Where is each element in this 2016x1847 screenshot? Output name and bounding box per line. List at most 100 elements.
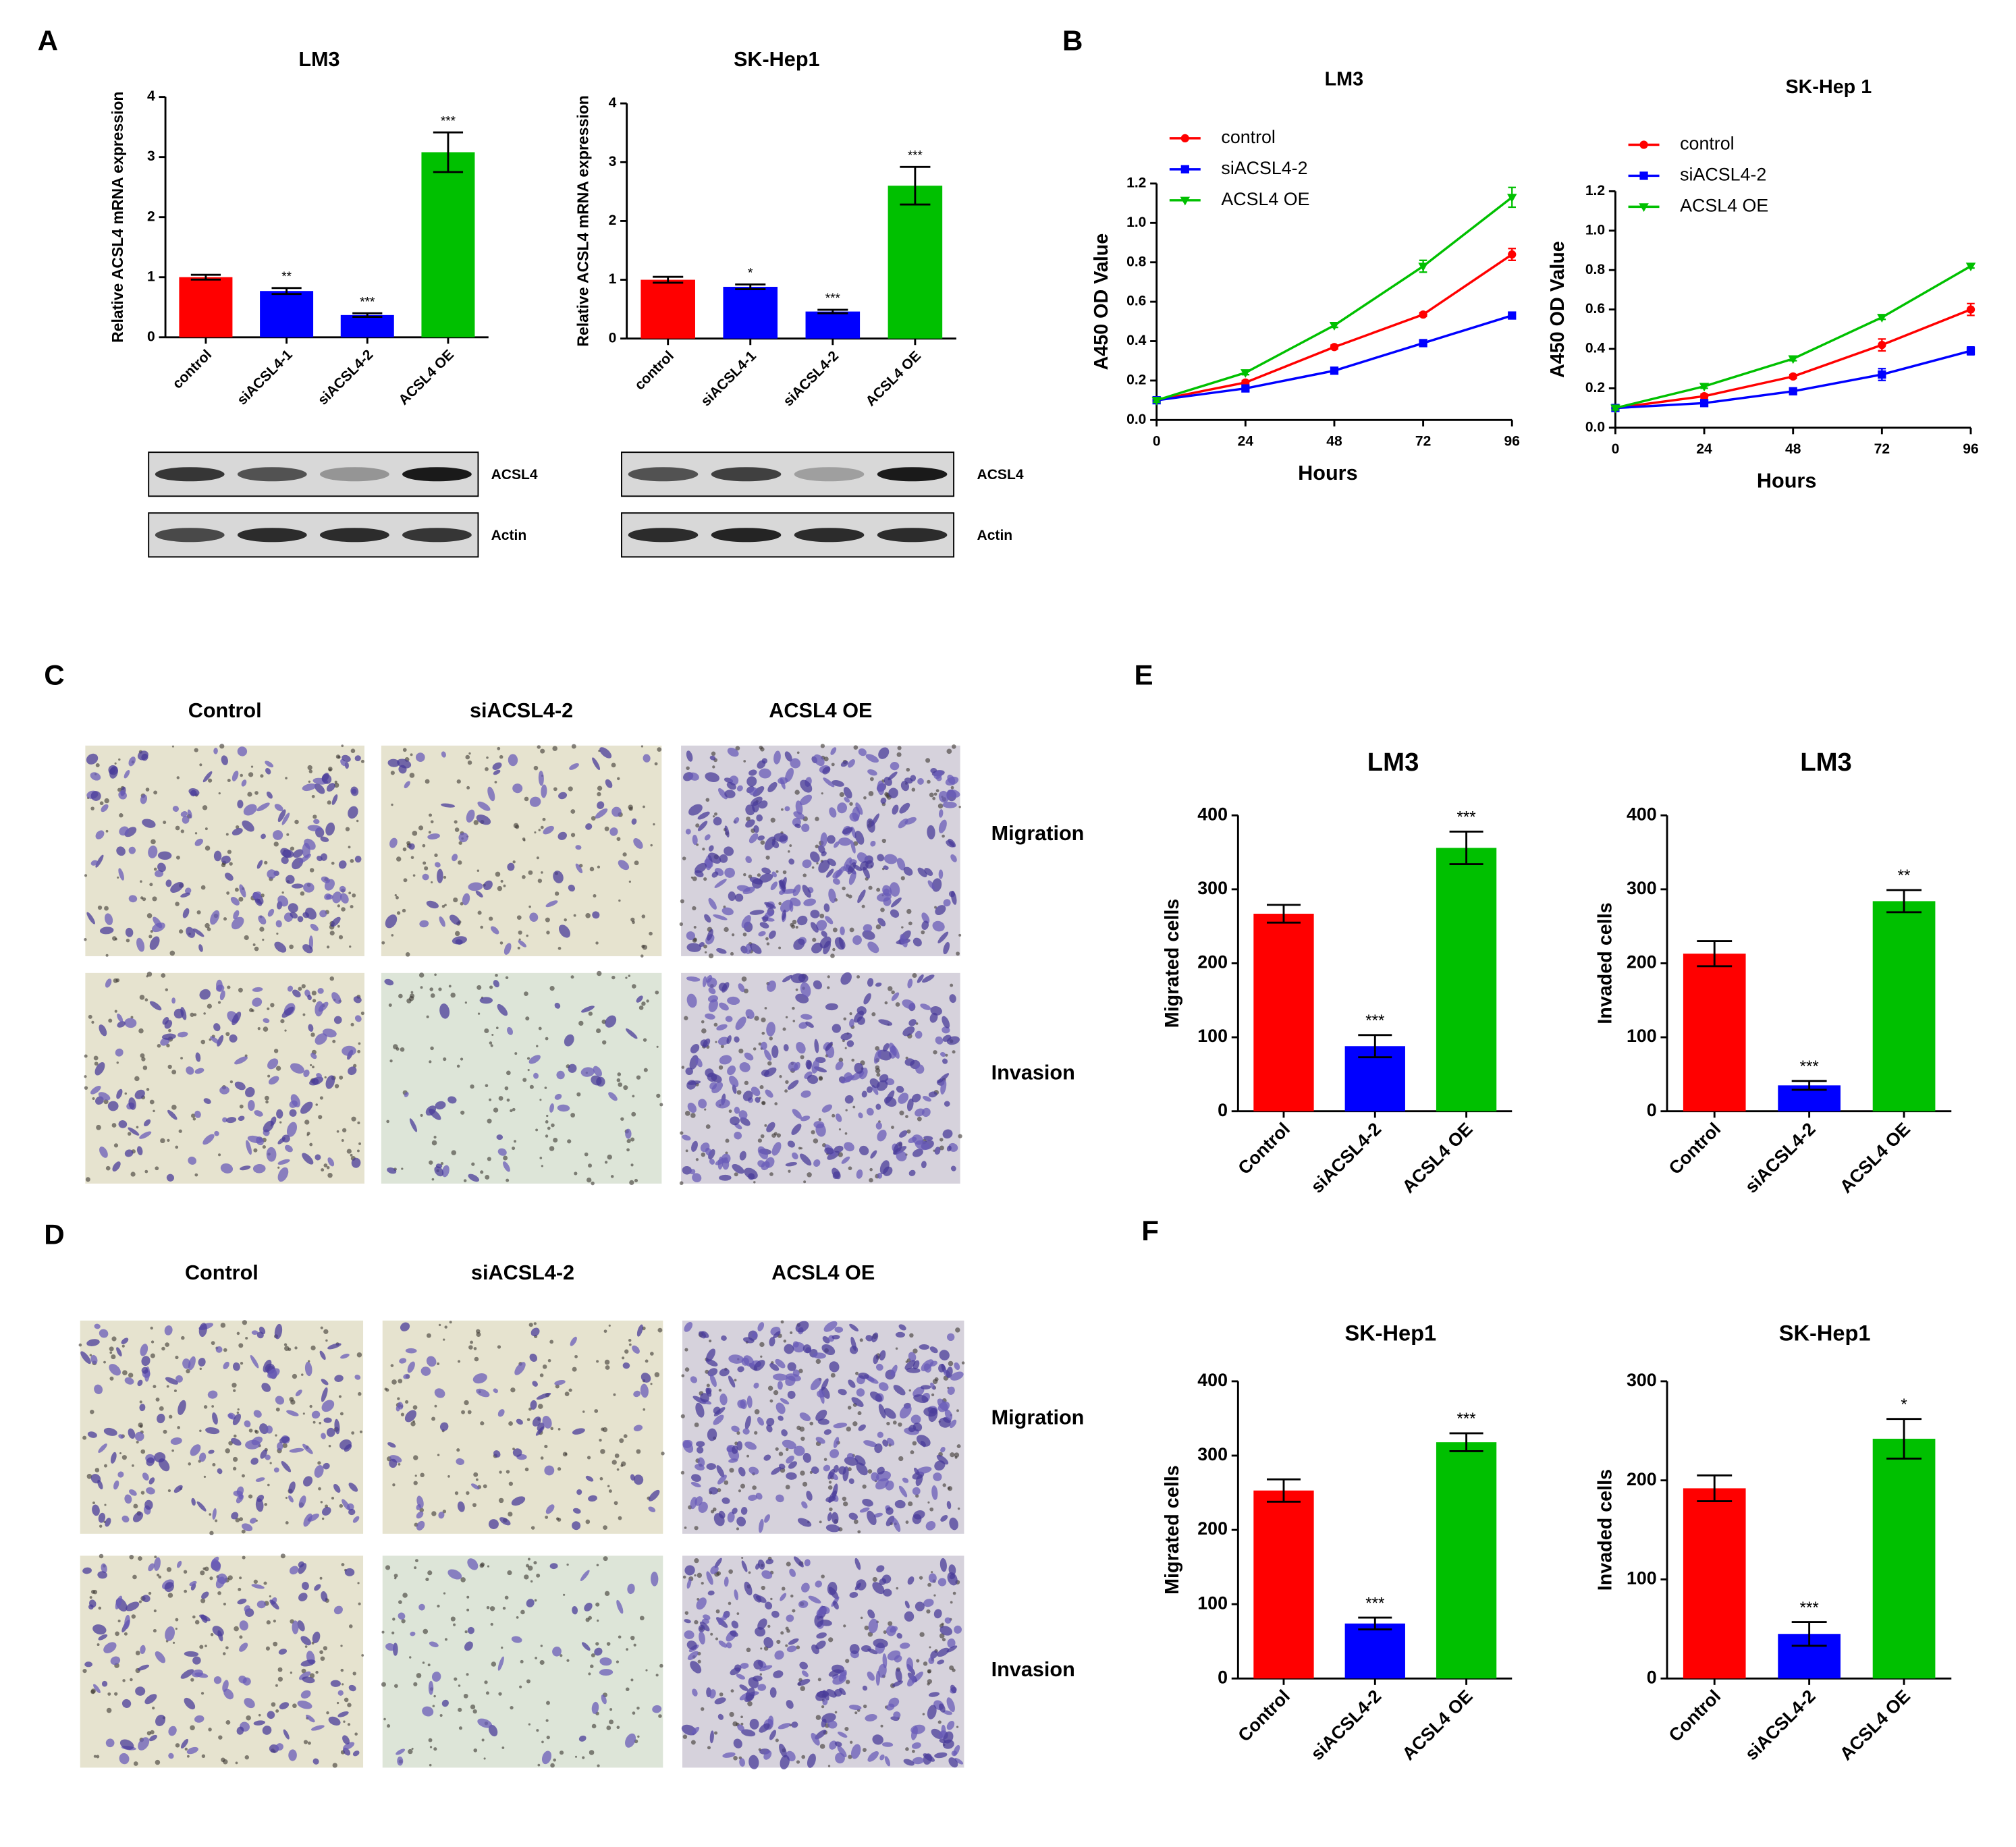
- cell: [759, 768, 771, 779]
- cell: [687, 1102, 697, 1113]
- pore: [301, 984, 306, 989]
- pore: [253, 1579, 258, 1584]
- pore: [884, 792, 889, 797]
- cell: [213, 850, 222, 862]
- pore: [574, 1354, 578, 1358]
- cell: [943, 899, 951, 907]
- cell: [354, 1375, 361, 1380]
- cell: [94, 1384, 103, 1394]
- cell: [178, 1031, 188, 1038]
- cell: [554, 1002, 561, 1009]
- cell: [801, 1670, 809, 1678]
- cell: [751, 1332, 758, 1338]
- cell: [277, 1159, 290, 1165]
- cell: [243, 804, 257, 816]
- pore: [163, 1429, 167, 1434]
- pore: [165, 988, 169, 991]
- y-tick-label: 0.4: [1126, 333, 1147, 348]
- pore: [444, 904, 447, 907]
- pore: [111, 1354, 116, 1360]
- pore: [163, 821, 167, 825]
- pore: [680, 899, 684, 904]
- marker: [1418, 263, 1428, 272]
- pore: [140, 880, 142, 883]
- pore: [868, 885, 873, 890]
- cell: [137, 1379, 143, 1387]
- cell: [827, 1468, 835, 1480]
- cell: [775, 1358, 786, 1369]
- pore: [270, 1003, 275, 1008]
- cell: [697, 1457, 705, 1467]
- cell: [115, 1048, 124, 1057]
- pore: [238, 1587, 242, 1591]
- pore: [942, 1638, 946, 1642]
- cell: [652, 1705, 662, 1713]
- pore: [681, 1374, 685, 1378]
- pore: [759, 1084, 764, 1089]
- pore: [194, 1620, 200, 1625]
- cell: [753, 1360, 765, 1371]
- cell: [950, 854, 957, 862]
- pore: [438, 1323, 441, 1327]
- y-tick-label: 4: [609, 95, 617, 111]
- pore: [273, 1049, 279, 1053]
- pore: [491, 1661, 497, 1667]
- pore: [458, 1684, 461, 1687]
- cell: [821, 1378, 829, 1391]
- pore: [428, 831, 431, 834]
- pore: [315, 1670, 319, 1674]
- cell: [265, 761, 274, 768]
- cell: [810, 1377, 822, 1391]
- marker: [1508, 311, 1517, 320]
- y-tick-label: 300: [1197, 1444, 1228, 1464]
- bar: [179, 277, 233, 337]
- cell: [690, 1376, 698, 1383]
- cell: [807, 1074, 819, 1084]
- pore: [536, 1045, 539, 1048]
- pore: [549, 1340, 554, 1344]
- pore: [329, 768, 332, 772]
- pore: [176, 776, 180, 779]
- cell: [927, 880, 935, 889]
- cell: [908, 1352, 917, 1362]
- pore: [785, 1448, 789, 1452]
- x-axis-label: Hours: [1757, 469, 1816, 492]
- cell: [92, 1504, 100, 1516]
- cell: [740, 1117, 751, 1126]
- pore: [232, 1456, 238, 1462]
- pore: [235, 1518, 240, 1522]
- cell: [943, 941, 950, 955]
- pore: [624, 1349, 629, 1354]
- pore: [715, 1609, 720, 1614]
- pore: [628, 974, 630, 977]
- pore: [557, 1428, 561, 1431]
- cell: [407, 1361, 415, 1373]
- cell: [896, 1151, 907, 1161]
- cell: [883, 777, 892, 786]
- cell: [947, 789, 960, 798]
- pore: [489, 1041, 493, 1045]
- cell: [205, 1427, 220, 1435]
- cell: [731, 1620, 739, 1629]
- cell: [298, 1561, 304, 1568]
- cell: [832, 780, 844, 787]
- pore: [741, 1556, 744, 1560]
- cell: [705, 1013, 715, 1020]
- cell: [319, 910, 327, 918]
- cell: [456, 1458, 464, 1466]
- pore: [350, 748, 356, 753]
- pore: [190, 1012, 194, 1017]
- cell: [939, 1350, 950, 1360]
- pore: [78, 1343, 82, 1347]
- cell: [472, 1373, 487, 1384]
- cell: [887, 1437, 895, 1446]
- pore: [939, 1633, 945, 1638]
- pore: [539, 1373, 544, 1377]
- pore: [168, 1028, 171, 1032]
- cell: [529, 1353, 538, 1362]
- cell: [719, 1002, 729, 1011]
- pore: [506, 1098, 510, 1102]
- pore: [199, 763, 202, 767]
- cell: [434, 1166, 444, 1177]
- cell: [882, 1439, 889, 1447]
